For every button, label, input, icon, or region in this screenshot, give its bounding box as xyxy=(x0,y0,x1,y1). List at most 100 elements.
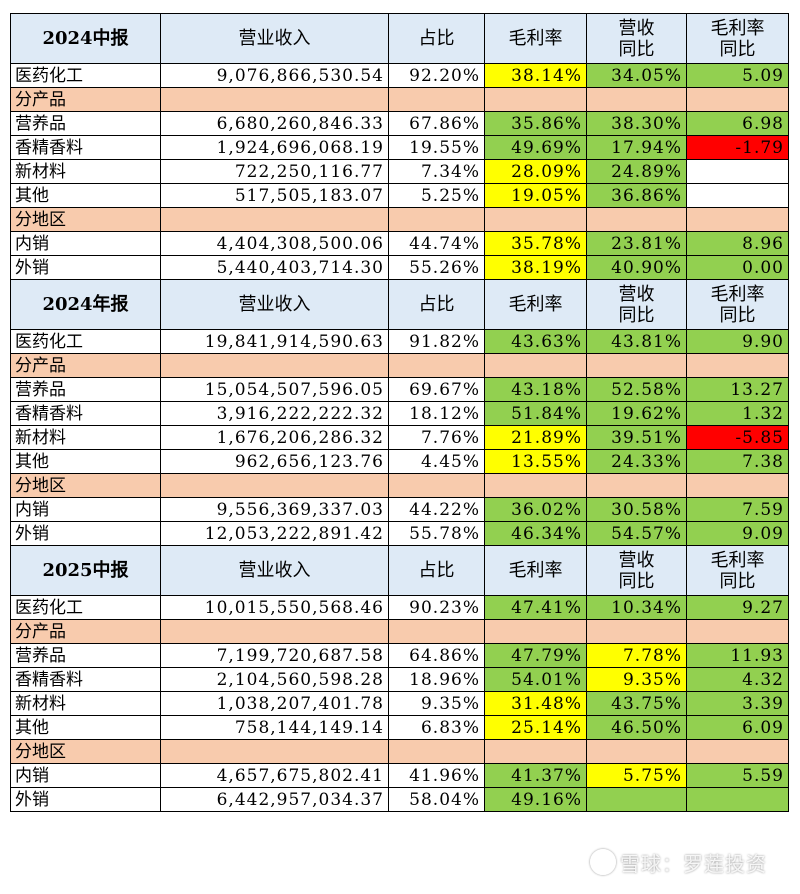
row-label: 外销 xyxy=(10,521,161,546)
margin-cell: 31.48% xyxy=(484,691,587,716)
share-cell: 55.78% xyxy=(388,521,485,546)
empty-cell xyxy=(160,353,389,378)
header-revenue-yoy: 营收 同比 xyxy=(586,279,687,330)
revenue-yoy-cell: 24.33% xyxy=(586,449,687,474)
table-row: 内销 9,556,369,337.03 44.22% 36.02% 30.58% 7.59 xyxy=(10,497,789,522)
empty-cell xyxy=(388,473,485,498)
share-cell: 9.35% xyxy=(388,691,485,716)
revenue-cell: 7,199,720,687.58 xyxy=(160,643,389,668)
margin-cell: 36.02% xyxy=(484,497,587,522)
financial-table: 2024中报 营业收入 占比 毛利率 营收 同比 毛利率 同比 医药化工 9,076,866,53… xyxy=(10,13,789,812)
margin-yoy-cell: 5.09 xyxy=(686,63,789,88)
row-label: 营养品 xyxy=(10,111,161,136)
row-label: 香精香料 xyxy=(10,135,161,160)
row-label: 营养品 xyxy=(10,377,161,402)
margin-yoy-cell: 9.90 xyxy=(686,329,789,354)
share-cell: 41.96% xyxy=(388,763,485,788)
header-line: 同比 xyxy=(719,304,756,326)
revenue-yoy-cell xyxy=(586,787,687,812)
revenue-cell: 12,053,222,891.42 xyxy=(160,521,389,546)
revenue-yoy-cell: 54.57% xyxy=(586,521,687,546)
share-cell: 7.76% xyxy=(388,425,485,450)
empty-cell xyxy=(160,87,389,112)
margin-yoy-cell: 4.32 xyxy=(686,667,789,692)
revenue-cell: 19,841,914,590.63 xyxy=(160,329,389,354)
margin-yoy-cell: 13.27 xyxy=(686,377,789,402)
header-line: 占比 xyxy=(418,560,455,581)
margin-yoy-cell xyxy=(686,159,789,184)
table-row: 营养品 15,054,507,596.05 69.67% 43.18% 52.58% 13… xyxy=(10,377,789,402)
header-margin-yoy: 毛利率 同比 xyxy=(686,545,789,596)
empty-cell xyxy=(686,619,789,644)
watermark-text: 雪球：罗莲投资 xyxy=(620,852,767,876)
section-title: 2024年报 xyxy=(10,279,161,330)
revenue-cell: 4,657,675,802.41 xyxy=(160,763,389,788)
empty-cell xyxy=(484,207,587,232)
row-label: 香精香料 xyxy=(10,667,161,692)
margin-yoy-cell: -1.79 xyxy=(686,135,789,160)
row-label: 分产品 xyxy=(10,619,161,644)
table-row: 新材料 1,038,207,401.78 9.35% 31.48% 43.75% 3.39 xyxy=(10,691,789,716)
empty-cell xyxy=(686,87,789,112)
empty-cell xyxy=(586,353,687,378)
header-margin: 毛利率 xyxy=(484,13,587,64)
row-label: 其他 xyxy=(10,183,161,208)
row-label: 医药化工 xyxy=(10,595,161,620)
empty-cell xyxy=(586,207,687,232)
subheading-row: 分地区 xyxy=(10,473,789,498)
table-row: 外销 5,440,403,714.30 55.26% 38.19% 40.90% 0.00 xyxy=(10,255,789,280)
margin-cell: 25.14% xyxy=(484,715,587,740)
header-line: 营收 xyxy=(618,549,655,571)
table-row: 其他 962,656,123.76 4.45% 13.55% 24.33% 7.38 xyxy=(10,449,789,474)
header-line: 毛利率 xyxy=(710,17,765,39)
row-label: 内销 xyxy=(10,231,161,256)
empty-cell xyxy=(586,619,687,644)
empty-cell xyxy=(484,619,587,644)
margin-cell: 43.18% xyxy=(484,377,587,402)
margin-cell: 47.41% xyxy=(484,595,587,620)
snowball-logo-icon xyxy=(590,849,616,875)
margin-yoy-cell: 11.93 xyxy=(686,643,789,668)
revenue-cell: 517,505,183.07 xyxy=(160,183,389,208)
header-line: 同比 xyxy=(719,38,756,60)
header-line: 毛利率 xyxy=(508,560,563,581)
header-revenue: 营业收入 xyxy=(160,545,389,596)
revenue-yoy-cell: 52.58% xyxy=(586,377,687,402)
subheading-row: 分产品 xyxy=(10,87,789,112)
row-label: 新材料 xyxy=(10,159,161,184)
header-share: 占比 xyxy=(388,279,485,330)
empty-cell xyxy=(686,207,789,232)
row-label: 新材料 xyxy=(10,691,161,716)
revenue-cell: 722,250,116.77 xyxy=(160,159,389,184)
margin-yoy-cell xyxy=(686,183,789,208)
revenue-cell: 5,440,403,714.30 xyxy=(160,255,389,280)
share-cell: 64.86% xyxy=(388,643,485,668)
revenue-yoy-cell: 17.94% xyxy=(586,135,687,160)
revenue-yoy-cell: 7.78% xyxy=(586,643,687,668)
header-line: 占比 xyxy=(418,28,455,49)
revenue-yoy-cell: 43.81% xyxy=(586,329,687,354)
table-row: 营养品 7,199,720,687.58 64.86% 47.79% 7.78% 11.9… xyxy=(10,643,789,668)
revenue-cell: 1,038,207,401.78 xyxy=(160,691,389,716)
margin-cell: 35.86% xyxy=(484,111,587,136)
row-label: 其他 xyxy=(10,715,161,740)
empty-cell xyxy=(160,619,389,644)
section-header-row: 2025中报 营业收入 占比 毛利率 营收 同比 毛利率 同比 xyxy=(10,545,789,596)
margin-yoy-cell: 9.09 xyxy=(686,521,789,546)
margin-cell: 38.14% xyxy=(484,63,587,88)
margin-yoy-cell: 3.39 xyxy=(686,691,789,716)
row-label: 医药化工 xyxy=(10,329,161,354)
revenue-cell: 15,054,507,596.05 xyxy=(160,377,389,402)
margin-yoy-cell: 9.27 xyxy=(686,595,789,620)
header-margin: 毛利率 xyxy=(484,279,587,330)
empty-cell xyxy=(388,619,485,644)
margin-cell: 49.69% xyxy=(484,135,587,160)
header-line: 毛利率 xyxy=(508,294,563,315)
share-cell: 7.34% xyxy=(388,159,485,184)
empty-cell xyxy=(586,473,687,498)
margin-cell: 21.89% xyxy=(484,425,587,450)
margin-cell: 46.34% xyxy=(484,521,587,546)
margin-cell: 19.05% xyxy=(484,183,587,208)
subheading-row: 分产品 xyxy=(10,619,789,644)
subheading-row: 分产品 xyxy=(10,353,789,378)
